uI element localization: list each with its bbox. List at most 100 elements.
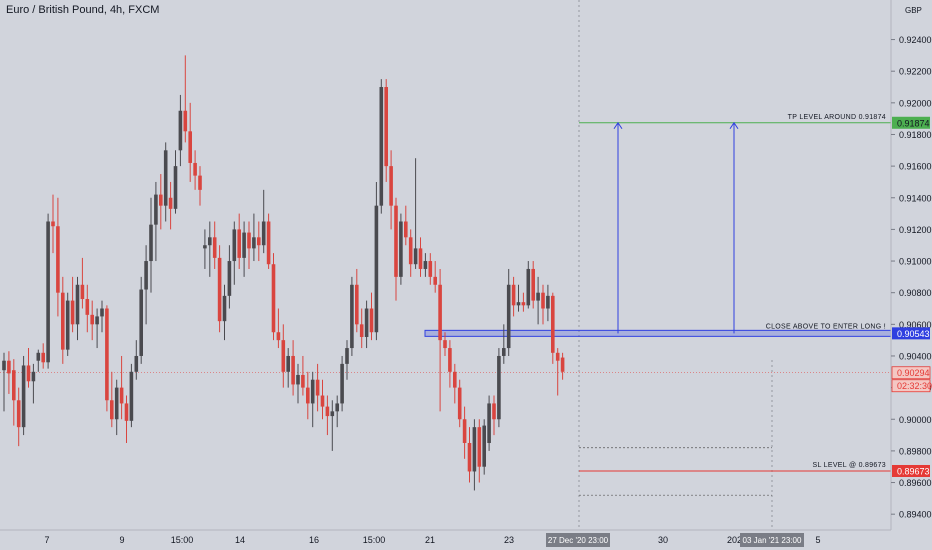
candle-body — [521, 302, 526, 306]
price-tick-label: 0.89600 — [899, 478, 932, 488]
candle-body — [159, 194, 163, 206]
candle-body — [56, 226, 60, 293]
candle-body — [154, 194, 158, 225]
candle-body — [276, 332, 281, 341]
candle-body — [413, 248, 418, 265]
time-tick-label: 15:00 — [363, 535, 386, 545]
candle-body — [266, 221, 271, 265]
candle-body — [261, 221, 266, 246]
level-labels: TP LEVEL AROUND 0.91874 CLOSE ABOVE TO EN… — [766, 114, 932, 477]
candle-body — [100, 308, 104, 317]
tp-level-text: TP LEVEL AROUND 0.91874 — [788, 114, 886, 121]
candle-body — [247, 232, 251, 249]
time-tick-label: 16 — [309, 535, 319, 545]
candle-body — [70, 300, 75, 325]
candle-body — [428, 261, 433, 277]
price-tick-label: 0.91200 — [899, 225, 932, 235]
candle-body — [168, 197, 173, 209]
candle-body — [193, 162, 197, 176]
candle-body — [12, 370, 16, 401]
price-tick-label: 0.89800 — [899, 446, 932, 456]
candle-body — [21, 365, 26, 428]
candle-body — [237, 229, 241, 258]
candle-body — [2, 360, 6, 371]
candle-body — [41, 352, 45, 363]
price-tick-label: 0.91000 — [899, 257, 932, 267]
price-axis[interactable]: 0.92400 0.92200 0.92000 0.91800 0.91600 0.914… — [890, 0, 932, 530]
crosshair-time-box-2 — [740, 533, 804, 547]
price-tick-label: 0.91800 — [899, 130, 932, 140]
candle-body — [232, 229, 237, 262]
candle-body — [536, 292, 540, 301]
tp-arrows — [613, 121, 739, 334]
entry-price-tag-text: 0.90543 — [897, 329, 930, 339]
candle-body — [320, 395, 325, 407]
tp-arrow-head — [613, 121, 623, 130]
candle-body — [384, 87, 388, 167]
candle-body — [7, 360, 11, 374]
candle-body — [198, 175, 202, 190]
candle-body — [306, 387, 310, 404]
candle-body — [222, 295, 227, 322]
candle-body — [144, 261, 148, 290]
price-tick-label: 0.91400 — [899, 193, 932, 203]
candle-body — [374, 205, 379, 333]
candle-body — [85, 299, 90, 315]
candle-body — [546, 295, 550, 309]
time-tick-label: 5 — [815, 535, 820, 545]
candle-body — [423, 261, 428, 269]
price-tick-label: 0.91600 — [899, 162, 932, 172]
candle-body — [242, 232, 246, 258]
candle-body — [110, 400, 114, 420]
candle-body — [208, 237, 212, 246]
candle-body — [443, 340, 447, 349]
candle-body — [511, 284, 516, 306]
candle-body — [467, 442, 472, 472]
candle-body — [555, 352, 560, 361]
candle-body — [296, 374, 300, 385]
currency-label: GBP — [905, 6, 922, 15]
candle-body — [291, 355, 295, 385]
candles-group — [2, 55, 565, 491]
candle-body — [80, 284, 85, 300]
candle-body — [404, 221, 408, 238]
candle-body — [36, 352, 41, 361]
countdown-box — [891, 379, 931, 393]
chart-title: Euro / British Pound, 4h, FXCM — [6, 4, 160, 16]
candle-body — [114, 387, 119, 420]
candle-body — [203, 245, 207, 249]
candle-body — [394, 205, 398, 277]
time-tick-label: 15:00 — [171, 535, 194, 545]
candle-body — [286, 355, 290, 372]
candle-body — [551, 295, 555, 353]
candle-body — [364, 308, 369, 337]
candle-body — [139, 289, 143, 356]
candle-body — [61, 292, 65, 350]
candle-body — [355, 284, 359, 325]
candle-body — [16, 400, 21, 428]
candle-body — [227, 261, 232, 296]
candle-body — [345, 348, 349, 364]
candle-body — [65, 300, 70, 350]
candle-body — [252, 237, 256, 249]
crosshair-time-box — [546, 533, 610, 547]
candle-body — [281, 340, 286, 372]
candle-body — [315, 379, 320, 396]
candle-body — [217, 257, 222, 322]
candle-body — [472, 427, 477, 472]
candle-body — [492, 403, 496, 420]
candle-body — [418, 248, 423, 269]
sl-price-tag-box — [892, 464, 930, 477]
candle-body — [46, 221, 50, 363]
candle-body — [134, 355, 139, 372]
entry-zone — [424, 329, 892, 337]
candle-body — [330, 411, 335, 417]
candle-body — [487, 403, 491, 443]
current-price-box — [891, 366, 931, 380]
candle-body — [502, 348, 506, 356]
candle-body — [359, 324, 364, 337]
candle-body — [497, 355, 501, 420]
